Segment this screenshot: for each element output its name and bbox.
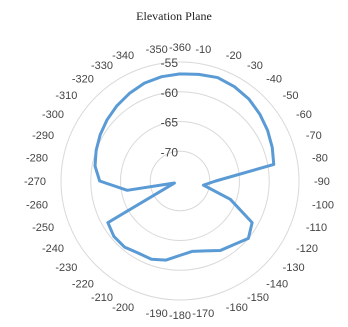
angle-tick-label: -90 <box>314 176 330 188</box>
angle-tick-label: -350 <box>146 44 168 56</box>
angle-tick-label: -220 <box>72 279 94 291</box>
angle-tick-label: -200 <box>112 302 134 314</box>
angle-tick-label: -160 <box>226 302 248 314</box>
angle-tick-label: -60 <box>296 109 312 121</box>
angle-tick-label: -130 <box>283 262 305 274</box>
angle-tick-label: -140 <box>266 279 288 291</box>
angle-tick-label: -70 <box>306 130 322 142</box>
angle-tick-label: -120 <box>296 243 318 255</box>
angle-tick-label: -30 <box>247 60 263 72</box>
radial-tick-label: -55 <box>161 56 179 70</box>
angle-tick-label: -260 <box>26 199 48 211</box>
angle-tick-label: -290 <box>32 130 54 142</box>
radial-tick-label: -70 <box>161 145 179 159</box>
angle-tick-label: -320 <box>72 73 94 85</box>
angle-tick-label: -280 <box>26 153 48 165</box>
angle-tick-label: -240 <box>42 243 64 255</box>
angle-tick-label: -270 <box>24 176 46 188</box>
radial-tick-label: -65 <box>161 116 179 130</box>
chart-title: Elevation Plane <box>136 9 212 23</box>
angle-tick-label: -340 <box>112 50 134 62</box>
angle-tick-label: -300 <box>42 109 64 121</box>
angle-tick-label: -330 <box>91 60 113 72</box>
radial-tick-label: -60 <box>161 86 179 100</box>
angle-tick-label: -170 <box>192 308 214 320</box>
angle-tick-label: -110 <box>306 222 327 234</box>
grid-ring <box>120 121 240 241</box>
grid-ring <box>90 91 270 271</box>
grid-ring <box>149 150 211 212</box>
angle-tick-label: -210 <box>91 292 113 304</box>
angle-tick-label: -40 <box>266 73 282 85</box>
angle-tick-label: -80 <box>312 153 328 165</box>
angle-tick-label: -230 <box>55 262 77 274</box>
angle-tick-label: -50 <box>283 90 299 102</box>
series-line <box>93 72 276 262</box>
angle-tick-label: -150 <box>247 292 269 304</box>
angle-tick-label: -310 <box>55 90 77 102</box>
grid-ring <box>60 61 300 301</box>
angle-tick-label: -360 <box>169 42 191 54</box>
angle-tick-label: -250 <box>32 222 54 234</box>
angle-tick-label: -20 <box>226 50 242 62</box>
angle-tick-label: -190 <box>146 308 168 320</box>
angle-tick-label: -10 <box>195 44 211 56</box>
angle-tick-label: -100 <box>312 199 334 211</box>
angle-tick-label: -180 <box>169 310 191 322</box>
